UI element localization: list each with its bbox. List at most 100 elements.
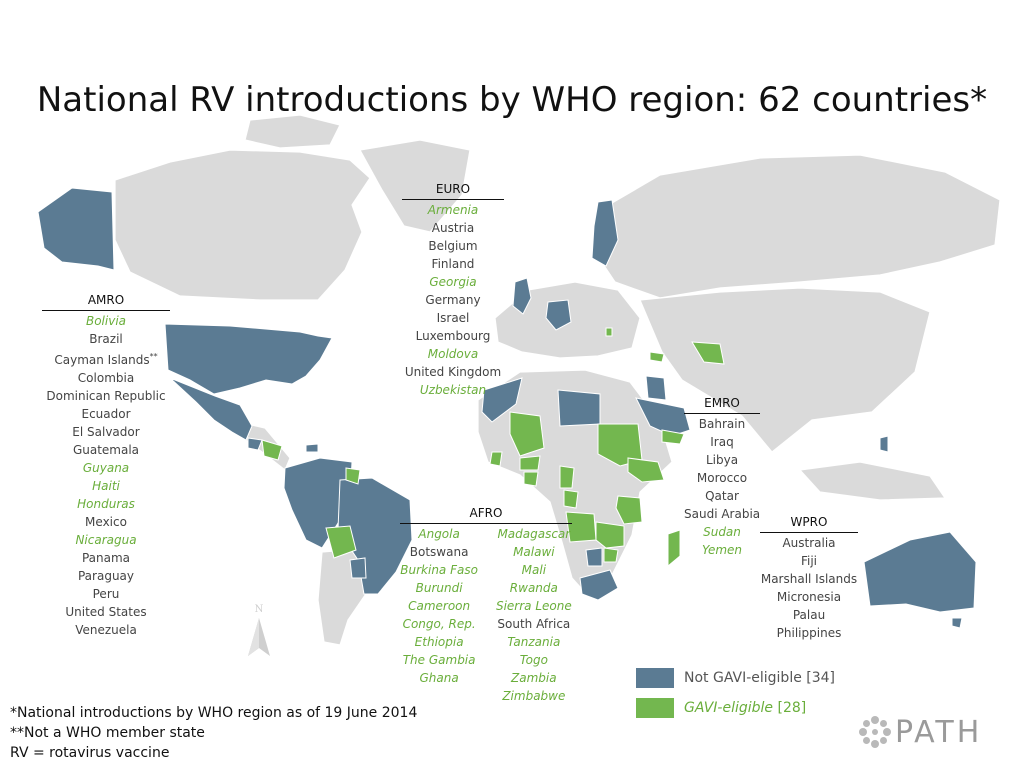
country-name: Madagascar: [497, 527, 571, 541]
country-list-item: Mexico: [42, 513, 170, 531]
country-list-item: Malawi: [496, 543, 572, 561]
country-name: Palau: [792, 608, 826, 622]
country-list-item: Zambia: [496, 669, 572, 687]
country-name: Peru: [92, 587, 120, 601]
country-name: Honduras: [77, 497, 135, 511]
country-name: Morocco: [696, 471, 748, 485]
country-list-item: Libya: [684, 451, 760, 469]
region-emro-header: EMRO: [684, 394, 760, 414]
country-name: Nicaragua: [75, 533, 137, 547]
country-list-item: Tanzania: [496, 633, 572, 651]
north-arrow: N: [244, 600, 274, 665]
path-logo-icon: [859, 716, 891, 748]
country-list-item: Bahrain: [684, 415, 760, 433]
path-logo: PATH: [855, 712, 982, 752]
country-mexico: [169, 377, 253, 441]
country-list-item: Sudan: [684, 523, 760, 541]
country-name: Georgia: [429, 275, 477, 289]
country-name: El Salvador: [72, 425, 140, 439]
country-name: Togo: [519, 653, 548, 667]
country-list-item: Panama: [42, 549, 170, 567]
region-amro-list: AMRO Bolivia Brazil Cayman Islands** Colomb…: [42, 291, 170, 639]
country-list-item: Israel: [402, 309, 504, 327]
region-afro-header: AFRO: [400, 504, 572, 524]
country-list-item: Fiji: [760, 552, 858, 570]
country-congo: [563, 489, 579, 509]
path-logo-text: PATH: [895, 714, 983, 750]
country-list-item: Ethiopia: [400, 633, 478, 651]
land-asia: [639, 287, 931, 453]
country-list-item: Philippines: [760, 624, 858, 642]
country-tanzania-rwanda-burundi: [615, 495, 643, 525]
country-name: Mexico: [85, 515, 127, 529]
country-gambia-sierra-leone: [489, 451, 503, 467]
country-list-item: Venezuela: [42, 621, 170, 639]
country-name: Botswana: [409, 545, 469, 559]
country-name: Austria: [431, 221, 475, 235]
country-name: Moldova: [427, 347, 479, 361]
country-madagascar: [667, 529, 681, 568]
land-arctic-islands: [244, 114, 341, 149]
country-south-africa: [579, 569, 619, 601]
country-finland: [591, 199, 619, 267]
legend-count-gavi: [28]: [777, 700, 807, 716]
country-list-item: Angola: [400, 525, 478, 543]
country-list-item: Saudi Arabia: [684, 505, 760, 523]
country-name: Dominican Republic: [46, 389, 166, 403]
country-list-item: Marshall Islands: [760, 570, 858, 588]
country-name: Ecuador: [81, 407, 131, 421]
country-germany: [545, 299, 572, 331]
country-list-item: Nicaragua: [42, 531, 170, 549]
country-list-item: Dominican Republic: [42, 387, 170, 405]
country-morocco: [481, 377, 523, 423]
country-list-item: Ecuador: [42, 405, 170, 423]
country-list-item: Peru: [42, 585, 170, 603]
country-name: Venezuela: [75, 623, 137, 637]
map-gavi: [261, 327, 725, 568]
legend-count-not-gavi: [34]: [806, 670, 836, 686]
country-list-item: Rwanda: [496, 579, 572, 597]
footnote-3: RV = rotavirus vaccine: [10, 745, 170, 761]
country-dominican-republic: [305, 443, 319, 453]
country-name: South Africa: [497, 617, 571, 631]
country-name: United States: [65, 605, 147, 619]
country-list-item: Guatemala: [42, 441, 170, 459]
country-name: Paraguay: [77, 569, 134, 583]
footnote-2: **Not a WHO member state: [10, 725, 205, 741]
land-russia: [594, 154, 1001, 299]
region-wpro-list: WPRO Australia Fiji Marshall Islands Micron…: [760, 513, 858, 642]
country-guatemala: [247, 437, 263, 451]
country-name: The Gambia: [402, 653, 476, 667]
country-name: Bolivia: [85, 314, 127, 328]
country-list-item: Austria: [402, 219, 504, 237]
country-list-item: Morocco: [684, 469, 760, 487]
country-zambia-malawi: [595, 521, 625, 549]
map-not-gavi: [37, 187, 977, 629]
country-name: Germany: [425, 293, 481, 307]
country-list-item: Haiti: [42, 477, 170, 495]
footnotes: *National introductions by WHO region as…: [10, 703, 417, 763]
country-list-item: Sierra Leone: [496, 597, 572, 615]
country-list-item: Guyana: [42, 459, 170, 477]
country-zimbabwe: [603, 547, 619, 563]
country-name: Belgium: [428, 239, 478, 253]
country-list-item: Micronesia: [760, 588, 858, 606]
region-euro-list: EURO Armenia Austria Belgium Finland Georgia…: [402, 180, 504, 399]
country-iraq: [645, 375, 667, 401]
country-name: Philippines: [776, 626, 842, 640]
country-name: Australia: [782, 536, 836, 550]
country-name: Bahrain: [698, 417, 746, 431]
country-list-item: Finland: [402, 255, 504, 273]
country-list-item: Moldova: [402, 345, 504, 363]
country-list-item: Brazil: [42, 330, 170, 348]
country-name: Guatemala: [72, 443, 140, 457]
country-name: United Kingdom: [404, 365, 502, 379]
country-list-item: Togo: [496, 651, 572, 669]
region-emro-items: Bahrain Iraq Libya Morocco Qatar Saudi Arabia…: [684, 415, 760, 559]
country-ethiopia: [627, 457, 665, 483]
legend: Not GAVI-eligible [34] GAVI-eligible [28…: [636, 668, 835, 728]
country-mali: [509, 411, 545, 457]
country-list-item: Zimbabwe: [496, 687, 572, 705]
country-name: Armenia: [427, 203, 479, 217]
